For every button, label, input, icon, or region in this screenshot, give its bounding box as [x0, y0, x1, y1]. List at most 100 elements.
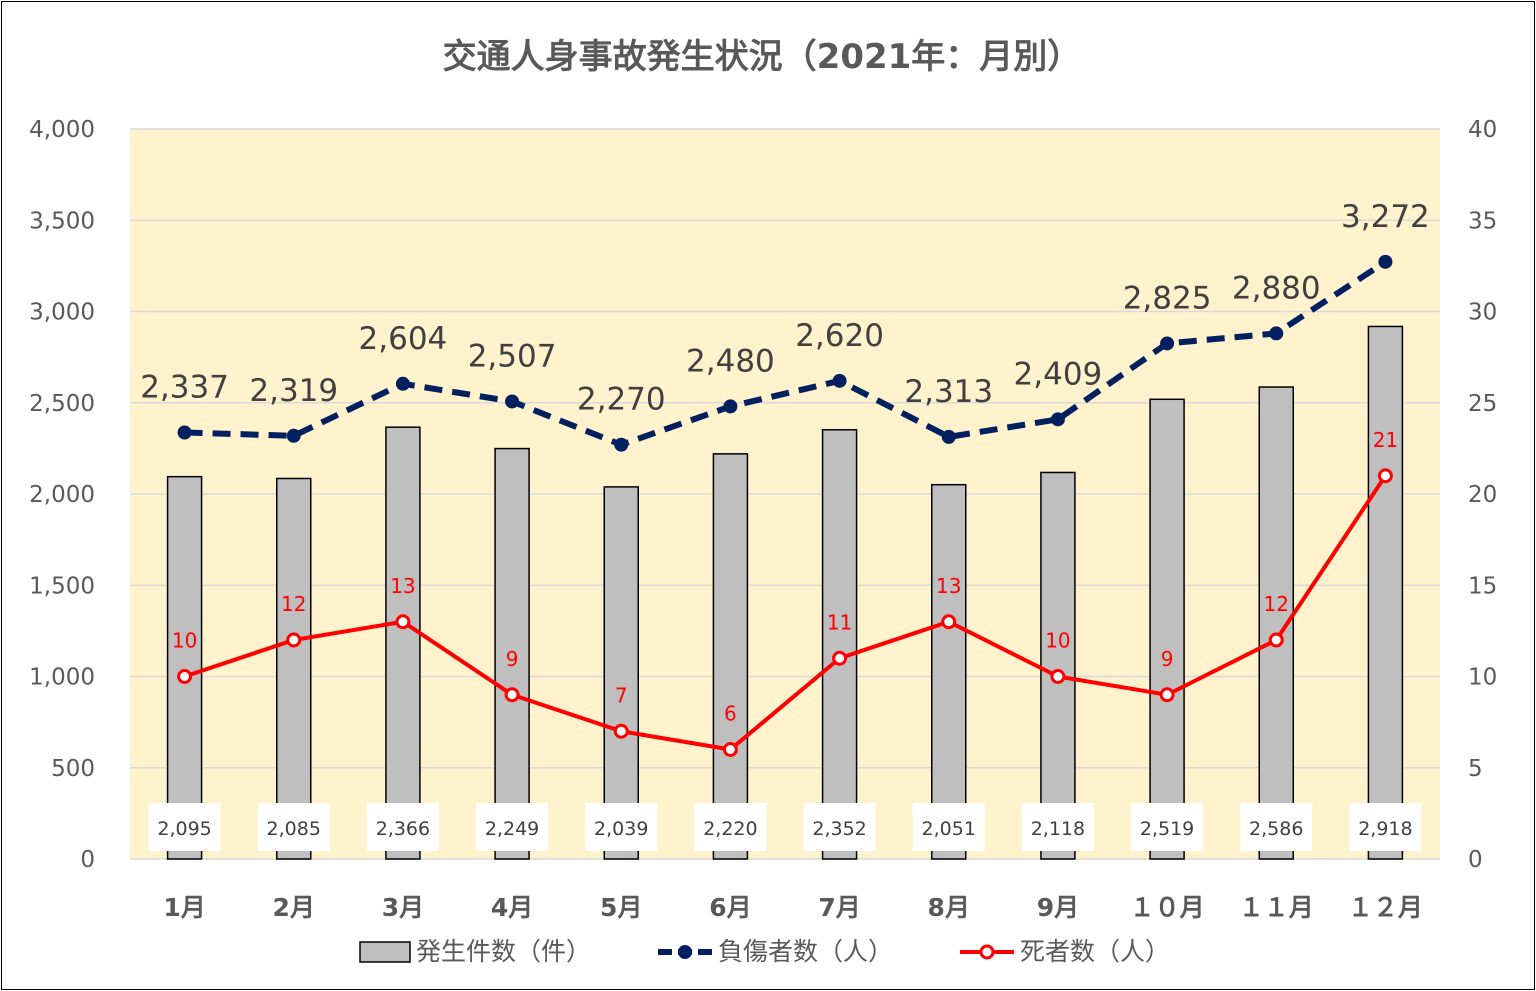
left-axis-tick-label: 1,000 [29, 665, 95, 691]
death-point [613, 723, 629, 739]
right-axis-tick-label: 5 [1468, 756, 1483, 782]
bar [821, 429, 858, 860]
x-axis-tick-label: 8月 [928, 893, 970, 922]
bar [1367, 325, 1404, 860]
death-point [395, 614, 411, 630]
death-data-label: 12 [281, 592, 306, 616]
injury-data-label: 2,880 [1232, 270, 1321, 306]
death-point [1268, 632, 1284, 648]
death-line [183, 474, 1388, 752]
x-axis: 1月 2月 3月 4月 5月 6月 7月 8月 9月 １０月 １１月 １２月 [163, 893, 1423, 922]
injury-point [395, 376, 410, 391]
bar-label-box [585, 803, 658, 851]
injury-data-label: 2,319 [249, 373, 338, 409]
bar-label-box [476, 803, 549, 851]
injury-data-label: 2,270 [577, 382, 666, 418]
injury-data-label: 2,409 [1014, 356, 1103, 392]
bar-label-box [1131, 803, 1204, 851]
injury-point [723, 399, 738, 414]
right-axis: 0 5 10 15 20 25 30 35 40 [1468, 117, 1497, 873]
bar-data-label: 2,095 [157, 818, 211, 840]
right-axis-tick-label: 40 [1468, 117, 1497, 143]
injury-data-label: 3,272 [1341, 199, 1430, 235]
death-point [504, 687, 520, 703]
left-axis-tick-label: 2,000 [29, 482, 95, 508]
x-axis-tick-label: 6月 [709, 893, 751, 922]
legend-injury-marker [678, 945, 692, 959]
legend-label: 負傷者数（人） [718, 937, 893, 966]
death-data-label: 9 [1161, 647, 1174, 671]
left-axis-tick-label: 2,500 [29, 391, 95, 417]
death-point [1377, 468, 1393, 484]
bar-label-box [148, 803, 221, 851]
legend-label: 発生件数（件） [416, 937, 591, 966]
right-axis-tick-label: 25 [1468, 391, 1497, 417]
injury-point [614, 437, 629, 452]
bar-label-box [912, 803, 985, 851]
legend-bar-swatch [359, 941, 411, 963]
injury-series: 2,337 2,319 2,604 2,507 2,270 2,480 2,620 2,313… [140, 199, 1430, 452]
injury-point [286, 428, 301, 443]
x-axis-tick-label: 5月 [600, 893, 642, 922]
bar [276, 477, 312, 860]
right-axis-tick-label: 0 [1468, 847, 1483, 873]
x-axis-tick-label: 7月 [818, 893, 860, 922]
bar-label-box [694, 803, 767, 851]
x-axis-tick-label: 1月 [163, 893, 205, 922]
death-point [177, 669, 193, 684]
bar [603, 486, 639, 860]
injury-point [1160, 336, 1175, 351]
right-axis-tick-label: 35 [1468, 208, 1497, 234]
legend-death-marker [979, 944, 995, 960]
bar-data-label: 2,366 [376, 818, 430, 840]
bar [1040, 471, 1076, 860]
bar-label-box [257, 803, 330, 851]
injury-data-label: 2,604 [359, 321, 448, 357]
injury-data-label: 2,480 [686, 343, 775, 379]
injury-data-label: 2,620 [795, 318, 884, 354]
x-axis-tick-label: １０月 [1130, 893, 1205, 922]
chart-title: 交通人身事故発生状況（2021年：月別） [443, 37, 1082, 77]
x-axis-tick-label: １１月 [1239, 893, 1314, 922]
gridlines [130, 128, 1440, 860]
bar [712, 453, 749, 860]
injury-point [505, 394, 520, 409]
left-axis-tick-label: 0 [80, 847, 95, 873]
death-data-label: 9 [506, 647, 519, 671]
x-axis-tick-label: 2月 [273, 893, 315, 922]
bar-label-box [1349, 803, 1422, 851]
injury-point [1050, 412, 1065, 427]
left-axis-tick-label: 3,000 [29, 300, 95, 326]
left-axis-tick-label: 1,500 [29, 573, 95, 599]
death-series: 10 12 13 9 7 6 11 13 10 9 12 21 [172, 428, 1398, 757]
death-data-label: 13 [390, 574, 415, 598]
bar-data-label: 2,039 [594, 818, 648, 840]
legend-label: 死者数（人） [1020, 937, 1170, 966]
death-data-label: 10 [172, 629, 197, 653]
death-data-label: 7 [615, 683, 628, 707]
injury-point [941, 429, 956, 444]
bar-data-label: 2,586 [1249, 818, 1303, 840]
bar-data-label: 2,519 [1140, 818, 1194, 840]
injury-point [177, 425, 192, 440]
bar-data-label: 2,918 [1358, 818, 1412, 840]
death-data-label: 12 [1264, 592, 1289, 616]
injury-data-label: 2,825 [1123, 280, 1212, 316]
bar-series: 2,095 2,085 2,366 2,249 2,039 2,220 2,352 2,051… [148, 325, 1422, 860]
right-axis-tick-label: 30 [1468, 300, 1497, 326]
injury-point [1269, 326, 1284, 341]
death-data-label: 10 [1045, 629, 1070, 653]
bar [494, 447, 530, 860]
bar [166, 475, 203, 860]
death-data-label: 21 [1373, 428, 1398, 452]
bar-data-label: 2,085 [267, 818, 321, 840]
death-data-label: 13 [936, 574, 961, 598]
x-axis-tick-label: 3月 [382, 893, 424, 922]
bar-data-label: 2,249 [485, 818, 539, 840]
bar [1149, 398, 1185, 860]
death-point [832, 650, 848, 666]
left-axis: 0 500 1,000 1,500 2,000 2,500 3,000 3,500 4,000 [29, 117, 95, 873]
left-axis-tick-label: 500 [51, 756, 95, 782]
